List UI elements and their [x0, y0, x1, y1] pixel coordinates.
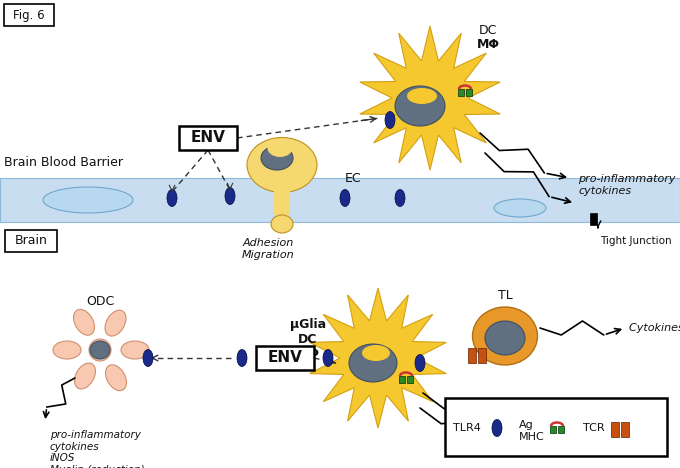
Bar: [621, 422, 629, 437]
Bar: [478, 348, 486, 363]
Ellipse shape: [485, 321, 525, 355]
Ellipse shape: [247, 138, 317, 192]
Ellipse shape: [105, 310, 126, 336]
Ellipse shape: [340, 190, 350, 206]
Bar: [468, 348, 476, 363]
FancyBboxPatch shape: [256, 346, 314, 370]
Ellipse shape: [75, 363, 95, 389]
Ellipse shape: [271, 215, 293, 233]
Ellipse shape: [362, 345, 390, 361]
FancyBboxPatch shape: [4, 4, 54, 26]
Text: Cytokines (Th1): Cytokines (Th1): [629, 323, 680, 333]
Text: ODC: ODC: [86, 295, 114, 308]
Bar: [611, 422, 619, 437]
Bar: [466, 89, 472, 96]
Ellipse shape: [167, 190, 177, 206]
Ellipse shape: [121, 341, 149, 359]
Ellipse shape: [105, 365, 126, 391]
Text: pro-inflammatory
cytokines: pro-inflammatory cytokines: [521, 422, 619, 444]
Text: DC: DC: [479, 23, 497, 37]
Ellipse shape: [267, 139, 292, 157]
Bar: [399, 376, 405, 383]
Ellipse shape: [492, 419, 502, 437]
Text: MΦ: MΦ: [477, 37, 500, 51]
Ellipse shape: [43, 187, 133, 213]
Ellipse shape: [237, 350, 247, 366]
Bar: [407, 376, 413, 383]
Text: Brain Blood Barrier: Brain Blood Barrier: [4, 155, 123, 168]
Bar: [558, 426, 564, 433]
Ellipse shape: [323, 350, 333, 366]
FancyBboxPatch shape: [179, 126, 237, 150]
Ellipse shape: [90, 341, 110, 359]
Bar: [0, 178, 680, 222]
Text: MΦ: MΦ: [296, 347, 320, 360]
Ellipse shape: [395, 190, 405, 206]
Ellipse shape: [395, 86, 445, 126]
Bar: [550, 426, 556, 433]
Text: Adhesion
Migration: Adhesion Migration: [241, 238, 294, 260]
Text: μGlia: μGlia: [290, 318, 326, 331]
Ellipse shape: [415, 354, 425, 372]
Text: Ag
MHC: Ag MHC: [519, 420, 545, 442]
Polygon shape: [360, 26, 500, 170]
Text: Brain: Brain: [14, 234, 48, 248]
Text: pro-inflammatory
cytokines: pro-inflammatory cytokines: [578, 174, 675, 196]
Polygon shape: [310, 288, 446, 428]
Text: Tight Junction: Tight Junction: [600, 236, 672, 246]
Text: TLR4: TLR4: [453, 423, 481, 433]
Text: ENV: ENV: [267, 351, 303, 366]
Ellipse shape: [143, 350, 153, 366]
Ellipse shape: [349, 344, 397, 382]
Bar: [458, 89, 464, 96]
FancyBboxPatch shape: [445, 398, 667, 456]
Text: ENV: ENV: [190, 131, 226, 146]
Ellipse shape: [261, 146, 293, 170]
Ellipse shape: [89, 339, 111, 361]
Ellipse shape: [407, 88, 437, 104]
Ellipse shape: [225, 188, 235, 205]
Text: DC: DC: [299, 333, 318, 346]
FancyBboxPatch shape: [5, 230, 57, 252]
Bar: [590, 213, 597, 225]
Ellipse shape: [473, 307, 537, 365]
Text: Fig. 6: Fig. 6: [13, 8, 45, 22]
Text: TCR: TCR: [583, 423, 605, 433]
Ellipse shape: [73, 309, 95, 335]
Bar: [274, 185, 290, 215]
Ellipse shape: [385, 111, 395, 129]
Text: pro-inflammatory
cytokines
iNOS
Myelin (reduction): pro-inflammatory cytokines iNOS Myelin (…: [50, 430, 145, 468]
Text: EC: EC: [345, 171, 362, 184]
Text: TL: TL: [498, 289, 512, 302]
Ellipse shape: [53, 341, 81, 359]
Ellipse shape: [494, 199, 546, 217]
